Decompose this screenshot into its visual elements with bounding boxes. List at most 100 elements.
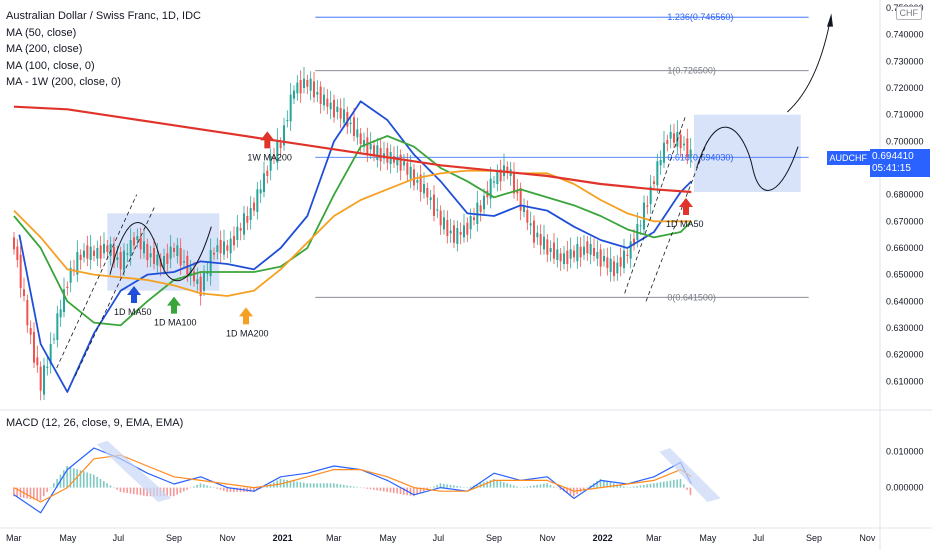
candle-body bbox=[253, 202, 255, 211]
arrow-head bbox=[167, 296, 181, 306]
macd-histogram-bar bbox=[93, 474, 95, 488]
symbol-tag: AUDCHF bbox=[826, 151, 870, 165]
annotation-label: 1D MA50 bbox=[114, 307, 152, 317]
macd-histogram-bar bbox=[63, 470, 65, 488]
candle-body bbox=[76, 252, 79, 275]
candle-body bbox=[479, 205, 482, 212]
candle-body bbox=[243, 213, 245, 235]
candle-body bbox=[306, 80, 309, 87]
candle-body bbox=[576, 244, 579, 262]
macd-histogram-bar bbox=[109, 485, 112, 488]
time-tick-label: Sep bbox=[166, 533, 182, 543]
macd-histogram-bar bbox=[199, 483, 202, 488]
candle-body bbox=[349, 122, 352, 124]
macd-histogram-bar bbox=[356, 487, 358, 488]
macd-histogram-bar bbox=[336, 483, 338, 488]
candle-body bbox=[439, 210, 442, 226]
macd-histogram-bar bbox=[606, 481, 608, 488]
macd-histogram-bar bbox=[396, 487, 398, 494]
candle-body bbox=[259, 189, 262, 194]
candle-body bbox=[463, 225, 465, 238]
candle-body bbox=[313, 81, 315, 98]
macd-histogram-bar bbox=[463, 487, 465, 488]
time-tick-label: Mar bbox=[646, 533, 662, 543]
candle-body bbox=[376, 145, 379, 160]
candle-body bbox=[179, 248, 182, 266]
candle-body bbox=[609, 258, 612, 272]
macd-histogram-bar bbox=[559, 487, 562, 490]
time-tick-label: Sep bbox=[806, 533, 822, 543]
macd-histogram-bar bbox=[409, 487, 412, 496]
macd-histogram-bar bbox=[413, 487, 415, 497]
candle-body bbox=[203, 272, 205, 291]
time-tick-label: Mar bbox=[6, 533, 22, 543]
time-tick-label: Nov bbox=[219, 533, 236, 543]
macd-histogram-bar bbox=[113, 487, 115, 489]
macd-histogram-bar bbox=[253, 487, 255, 492]
macd-histogram-bar bbox=[39, 487, 42, 501]
target-curve bbox=[786, 21, 831, 113]
macd-histogram-bar bbox=[523, 487, 525, 488]
price-tick-label: 0.730000 bbox=[886, 56, 924, 66]
macd-histogram-bar bbox=[496, 480, 498, 488]
macd-histogram-bar bbox=[466, 487, 468, 489]
macd-histogram-bar bbox=[659, 482, 662, 488]
candle-body bbox=[396, 157, 399, 166]
macd-histogram-bar bbox=[529, 485, 532, 488]
macd-histogram-bar bbox=[603, 480, 605, 488]
candle-body bbox=[169, 246, 172, 259]
macd-histogram-bar bbox=[86, 472, 88, 488]
macd-histogram-bar bbox=[333, 483, 335, 488]
candle-body bbox=[53, 338, 55, 340]
macd-histogram-bar bbox=[619, 485, 622, 488]
macd-histogram-bar bbox=[379, 487, 382, 491]
candle-body bbox=[276, 140, 279, 163]
candle-body bbox=[469, 216, 472, 230]
candle-body bbox=[339, 108, 342, 119]
macd-histogram-bar bbox=[56, 478, 58, 488]
candle-body bbox=[39, 366, 42, 391]
candle-body bbox=[566, 250, 569, 264]
candle-body bbox=[446, 220, 449, 236]
candle-body bbox=[519, 188, 522, 211]
candle-body bbox=[303, 78, 305, 88]
candle-body bbox=[529, 223, 532, 226]
macd-histogram-bar bbox=[543, 483, 545, 488]
candle-body bbox=[476, 202, 479, 224]
macd-histogram-bar bbox=[166, 487, 168, 497]
candle-body bbox=[286, 120, 289, 121]
price-tick-label: 0.610000 bbox=[886, 376, 924, 386]
macd-histogram-bar bbox=[73, 468, 75, 488]
candle-body bbox=[293, 90, 295, 99]
macd-divergence-box bbox=[96, 440, 172, 502]
candle-body bbox=[233, 236, 235, 246]
macd-histogram-bar bbox=[636, 485, 638, 488]
macd-histogram-bar bbox=[203, 484, 205, 488]
price-tick-label: 0.700000 bbox=[886, 136, 924, 146]
candle-body bbox=[199, 276, 202, 296]
macd-histogram-bar bbox=[489, 480, 492, 488]
annotation-label: 1D MA50 bbox=[666, 219, 704, 229]
candle-body bbox=[619, 257, 622, 267]
candle-body bbox=[399, 154, 402, 171]
macd-histogram-bar bbox=[436, 484, 438, 488]
currency-button[interactable]: CHF bbox=[895, 6, 922, 20]
candle-body bbox=[613, 261, 615, 276]
macd-histogram-bar bbox=[179, 487, 182, 493]
candle-body bbox=[323, 94, 325, 106]
price-tick-label: 0.660000 bbox=[886, 243, 924, 253]
macd-histogram-bar bbox=[36, 487, 38, 501]
macd-histogram-bar bbox=[499, 481, 502, 488]
candle-body bbox=[266, 170, 269, 176]
macd-histogram-bar bbox=[599, 478, 602, 488]
macd-histogram-bar bbox=[639, 485, 642, 488]
arrow-shaft bbox=[171, 304, 177, 314]
time-tick-label: May bbox=[699, 533, 717, 543]
bar-countdown: 05:41:15 bbox=[872, 163, 911, 174]
time-tick-label: May bbox=[59, 533, 77, 543]
macd-histogram-bar bbox=[16, 487, 18, 497]
legend-ma100: MA (100, close, 0) bbox=[6, 59, 95, 72]
candle-body bbox=[629, 241, 632, 259]
price-tick-label: 0.650000 bbox=[886, 270, 924, 280]
candle-body bbox=[643, 202, 645, 230]
